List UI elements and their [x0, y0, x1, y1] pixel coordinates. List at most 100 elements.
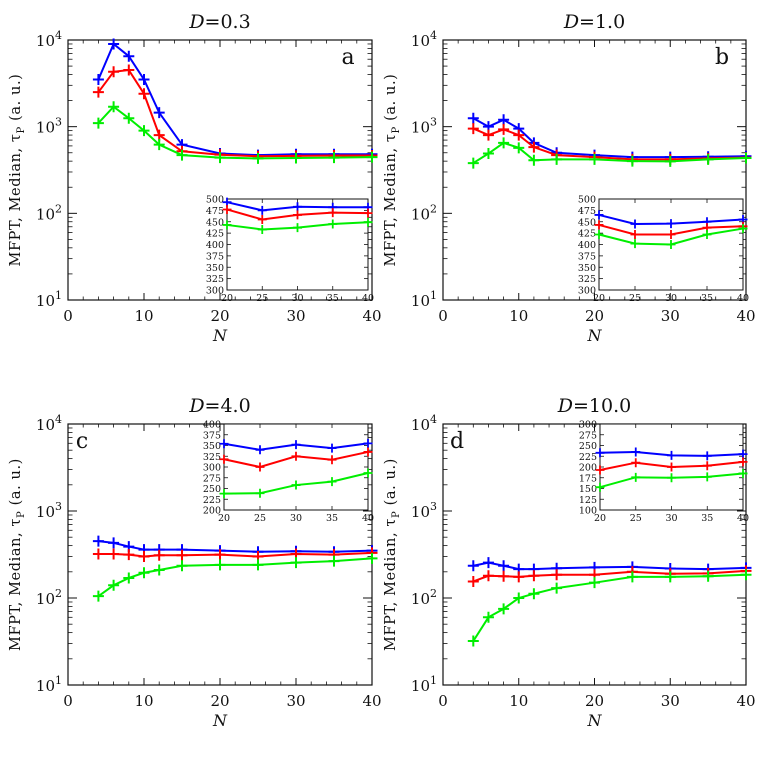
y-tick-base: 10: [411, 32, 430, 50]
data-point-marker: [498, 603, 510, 615]
data-point-marker: [176, 149, 188, 161]
chart-title-variable: D: [557, 395, 573, 417]
x-axis-label: N: [212, 326, 228, 345]
inset-y-tick-label: 500: [578, 195, 596, 206]
inset-data-point-marker: [666, 219, 676, 229]
inset-y-tick-label: 175: [579, 473, 597, 484]
inset-data-point-marker: [327, 477, 337, 487]
x-tick-label: 20: [210, 692, 229, 710]
data-point-marker: [176, 560, 188, 572]
y-tick-exponent: 1: [55, 674, 62, 687]
data-point-marker: [528, 588, 540, 600]
series-line: [97, 42, 372, 157]
inset-y-tick-label: 150: [579, 484, 597, 495]
inset-data-point-marker: [595, 448, 605, 458]
inset-data-point-marker: [363, 468, 373, 478]
inset-y-tick-label: 500: [206, 195, 224, 206]
data-point-marker: [123, 572, 135, 584]
data-series-1: [92, 547, 378, 562]
data-point-marker: [664, 155, 676, 167]
data-point-marker: [467, 157, 479, 169]
inset-y-tick-label: 225: [579, 452, 597, 463]
y-tick-label: 101: [411, 289, 437, 310]
y-tick-base: 10: [411, 503, 430, 521]
data-point-marker: [702, 570, 714, 582]
x-tick-label: 0: [63, 692, 73, 710]
data-point-marker: [290, 557, 302, 569]
panel-letter: d: [450, 429, 464, 454]
data-point-marker: [366, 151, 378, 163]
inset-x-tick-label: 35: [701, 293, 713, 304]
inset-data-point-marker: [363, 438, 373, 448]
data-point-marker: [513, 129, 525, 141]
y-axis-label-unit: (a. u.): [383, 458, 399, 511]
data-point-marker: [498, 137, 510, 149]
y-axis-label-unit: (a. u.): [8, 74, 24, 127]
y-tick-exponent: 2: [55, 202, 62, 215]
inset-data-point-marker: [363, 208, 373, 218]
inset-data-point-marker: [219, 439, 229, 449]
inset-y-tick-label: 475: [578, 206, 596, 217]
y-tick-exponent: 4: [55, 29, 62, 42]
inset-x-tick-label: 20: [221, 293, 233, 304]
inset-y-tick-label: 450: [578, 217, 596, 228]
data-point-marker: [467, 560, 479, 572]
inset-y-tick-label: 325: [203, 452, 221, 463]
data-point-marker: [108, 38, 120, 50]
inset-data-point-marker: [594, 229, 604, 239]
inset-y-tick-label: 100: [579, 506, 597, 517]
y-axis-label-main: MFPT, Median, τ: [383, 518, 399, 651]
inset-y-tick-label: 350: [203, 441, 221, 452]
inset-x-tick-label: 25: [254, 513, 266, 524]
y-tick-label: 104: [36, 413, 62, 434]
inset-series-2: [594, 224, 748, 249]
data-point-marker: [482, 129, 494, 141]
inset-data-point-marker: [666, 229, 676, 239]
inset-data-point-marker: [257, 224, 267, 234]
y-tick-label: 104: [411, 29, 437, 50]
y-tick-label: 101: [36, 289, 62, 310]
chart-title-value: =10.0: [573, 395, 631, 417]
inset-y-tick-label: 275: [579, 430, 597, 441]
data-point-marker: [138, 567, 150, 579]
data-point-marker: [467, 635, 479, 647]
chart-title-value: =4.0: [205, 395, 251, 417]
y-axis-label-main: MFPT, Median, τ: [383, 133, 399, 266]
data-point-marker: [498, 123, 510, 135]
y-tick-base: 10: [36, 677, 55, 695]
y-tick-exponent: 3: [55, 116, 62, 129]
y-tick-label: 103: [36, 500, 62, 521]
panel-letter: a: [341, 45, 354, 70]
chart-title: D=0.3: [188, 11, 250, 33]
inset-y-tick-label: 475: [206, 206, 224, 217]
inset-series-0: [219, 438, 373, 455]
data-point-marker: [498, 560, 510, 572]
data-point-marker: [138, 88, 150, 100]
data-point-marker: [214, 549, 226, 561]
inset-y-tick-label: 350: [206, 263, 224, 274]
y-tick-exponent: 2: [430, 202, 437, 215]
data-point-marker: [123, 549, 135, 561]
y-axis-label: MFPT, Median, τP (a. u.): [8, 458, 27, 651]
data-point-marker: [482, 557, 494, 569]
y-tick-base: 10: [411, 590, 430, 608]
data-point-marker: [528, 154, 540, 166]
series-line: [472, 127, 747, 161]
inset-data-point-marker: [630, 239, 640, 249]
data-series-2: [467, 137, 752, 169]
inset-series-2: [595, 468, 748, 492]
inset-data-point-marker: [667, 473, 676, 483]
chart-title-variable: D: [188, 395, 204, 417]
y-tick-base: 10: [36, 119, 55, 137]
x-tick-label: 20: [210, 307, 229, 325]
inset-series-2: [222, 217, 373, 234]
chart-title: D=4.0: [188, 395, 250, 417]
inset-x-tick-label: 25: [256, 293, 268, 304]
inset-data-point-marker: [594, 220, 604, 230]
data-series-2: [92, 101, 378, 164]
data-point-marker: [214, 559, 226, 571]
inset-y-tick-label: 200: [203, 506, 221, 517]
panel-letter: b: [715, 45, 729, 70]
